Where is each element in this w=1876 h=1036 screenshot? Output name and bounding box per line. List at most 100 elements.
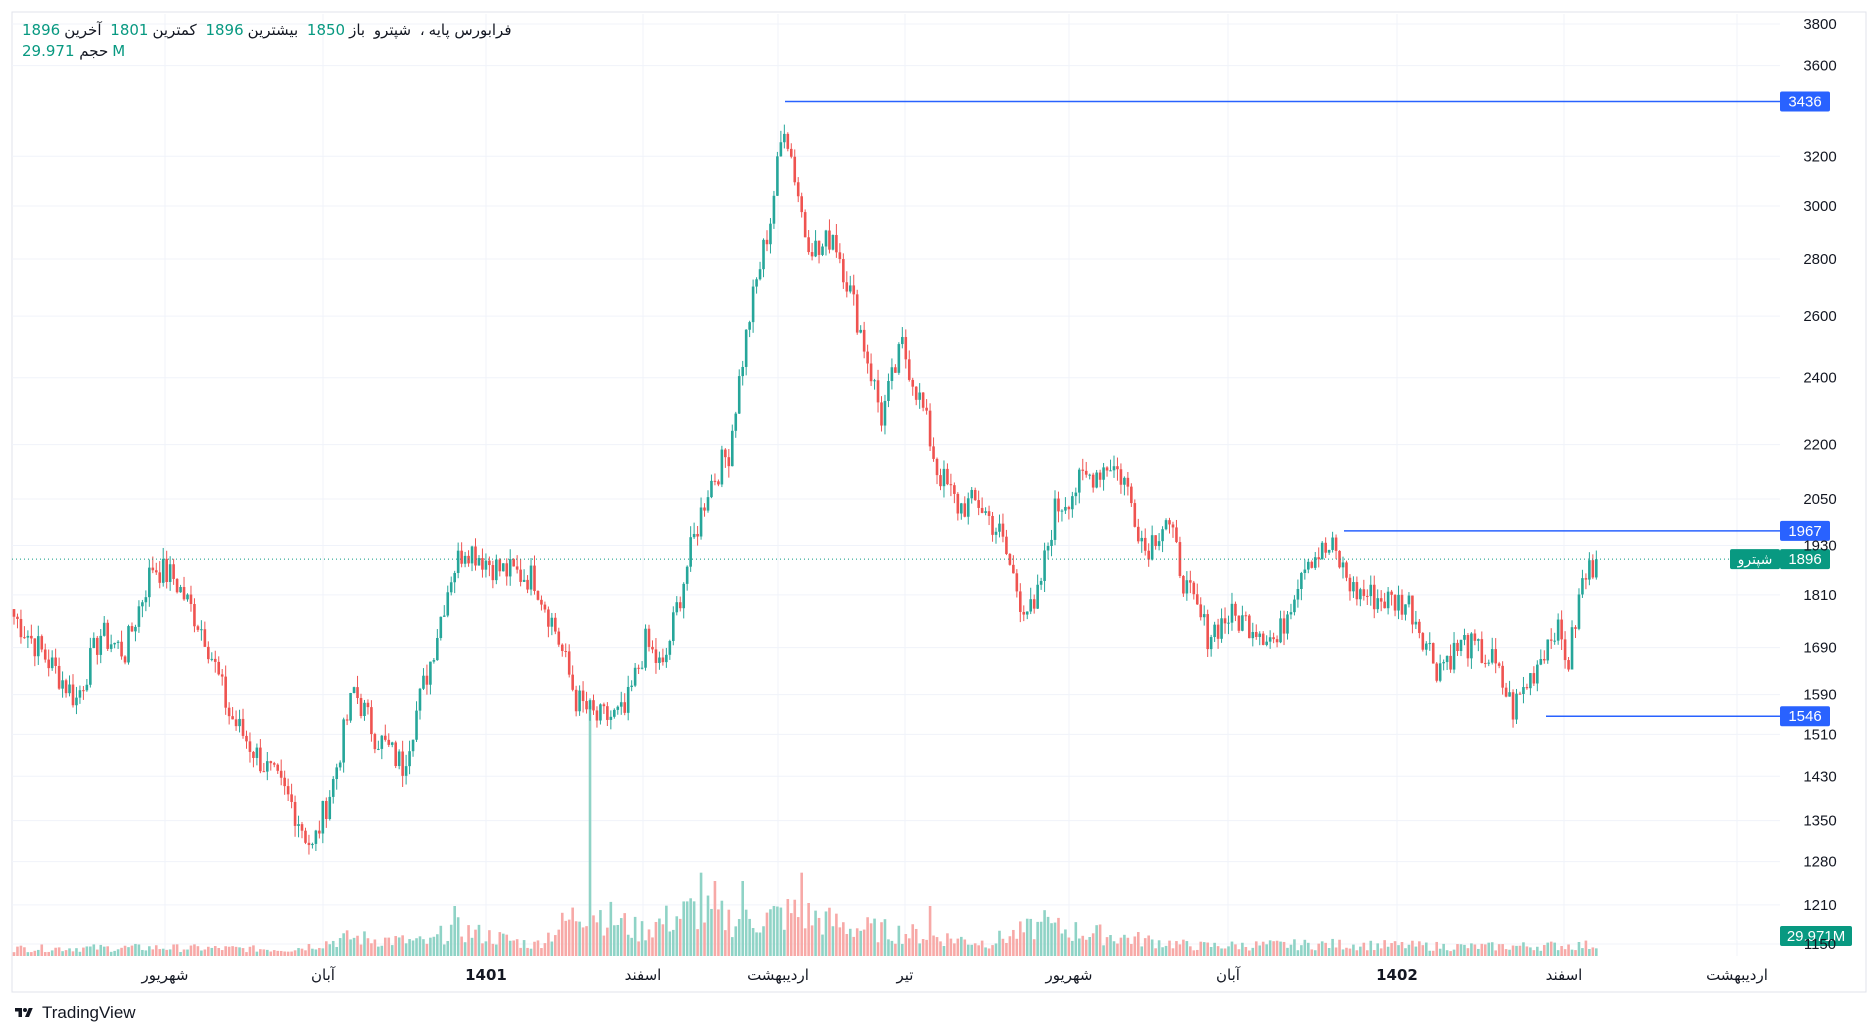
volume-bar [200, 950, 203, 956]
candle-body [359, 698, 363, 717]
candle-body [1081, 469, 1085, 471]
tradingview-logo[interactable]: TradingView [12, 1003, 136, 1023]
candle-body [1480, 639, 1484, 663]
volume-bar [1272, 941, 1275, 956]
candle-body [1050, 539, 1053, 546]
volume-bar [848, 928, 852, 956]
horizontal-levels[interactable]: 3436 1967 1546 شپترو 1896 29.971M [12, 91, 1852, 946]
candle-body [1289, 612, 1293, 615]
volume-bar [1057, 917, 1060, 956]
volume-bar [873, 918, 876, 956]
candle-body [1303, 569, 1307, 574]
legend-open-value: 1850 [306, 21, 346, 39]
candle-body [314, 830, 318, 844]
candle-body [994, 531, 998, 535]
candle-body [363, 702, 366, 717]
candle-body [588, 700, 592, 710]
candle-body [904, 337, 908, 360]
candle-body [1178, 542, 1182, 576]
candle-body [99, 635, 103, 655]
candle-body [477, 558, 481, 566]
candle-body [446, 592, 450, 616]
candle-body [1209, 637, 1213, 650]
candle-body [633, 667, 637, 686]
volume-bar [1241, 942, 1244, 956]
price-axis[interactable]: 3800 3600 3200 3000 2800 2600 2400 2200 2050 1930… [1803, 16, 1836, 953]
volume-bar [665, 905, 668, 956]
candle-body [1320, 542, 1324, 560]
volume-bar [446, 941, 450, 956]
volume-bar [973, 943, 977, 956]
volume-bar [789, 913, 793, 956]
volume-bar [328, 944, 332, 956]
candle-body [644, 628, 647, 668]
candle-body [637, 667, 640, 669]
candle-body [602, 704, 606, 707]
candle-body [1386, 591, 1390, 609]
candle-body [536, 591, 540, 600]
volume-bar [109, 951, 113, 956]
volume-bar [1449, 951, 1452, 956]
candle-body [803, 212, 807, 238]
volume-bar [1095, 925, 1098, 956]
candle-body [779, 142, 783, 157]
legend-open-label: باز [349, 21, 366, 39]
time-tick-label: آبان [1216, 966, 1241, 984]
volume-bar [1483, 944, 1487, 956]
time-axis[interactable]: شهریور آبان 1401 اسفند اردیبهشت تیر شهریور آبان… [141, 966, 1768, 984]
candle-body [949, 484, 953, 486]
volume-bar [578, 921, 581, 956]
volume-bar [991, 945, 994, 956]
volume-bar [1282, 941, 1286, 956]
volume-bar [172, 944, 175, 956]
candle-body [838, 252, 842, 260]
candle-body [449, 582, 453, 593]
candle-body [613, 709, 616, 717]
candle-body [897, 344, 901, 373]
price-tick-label: 1810 [1803, 587, 1836, 604]
volume-bar [862, 929, 866, 956]
candle-body [973, 489, 977, 501]
candle-body [696, 533, 699, 537]
volume-bar [741, 881, 744, 956]
volume-bar [380, 945, 384, 956]
grid-lines [12, 14, 1780, 956]
candle-body [203, 629, 207, 647]
candle-body [137, 606, 141, 627]
candle-body [1390, 591, 1393, 595]
candle-body [699, 507, 703, 537]
candle-body [266, 761, 269, 772]
candle-body [85, 684, 89, 691]
volume-bar [921, 939, 925, 956]
candle-body [1091, 474, 1095, 488]
candle-body [810, 252, 814, 257]
time-tick-label: اردیبهشت [747, 966, 809, 984]
candle-body [1313, 557, 1317, 568]
candle-body [1522, 687, 1525, 695]
volume-bar [703, 922, 706, 956]
volume-bar [730, 937, 734, 956]
volume-bar [1529, 947, 1532, 956]
volume-bar [1556, 950, 1560, 956]
volume-bar [141, 949, 144, 956]
volume-bar [359, 944, 363, 956]
candle-body [488, 560, 491, 566]
candle-body [1348, 577, 1352, 592]
volume-bar [682, 901, 686, 956]
candle-body [252, 751, 255, 758]
volume-bar [751, 928, 755, 956]
candle-body [682, 583, 686, 609]
candle-body [293, 801, 297, 826]
candle-body [43, 649, 47, 660]
volume-bar [1463, 944, 1466, 956]
level-price-label: 1546 [1788, 708, 1821, 725]
candle-body [880, 402, 883, 426]
volume-bar [415, 938, 418, 956]
candle-body [793, 156, 797, 183]
candle-body [1213, 624, 1216, 638]
candle-body [1452, 642, 1456, 670]
candle-body [255, 747, 259, 758]
volume-bar [1077, 938, 1081, 956]
volume-bar [193, 944, 196, 956]
